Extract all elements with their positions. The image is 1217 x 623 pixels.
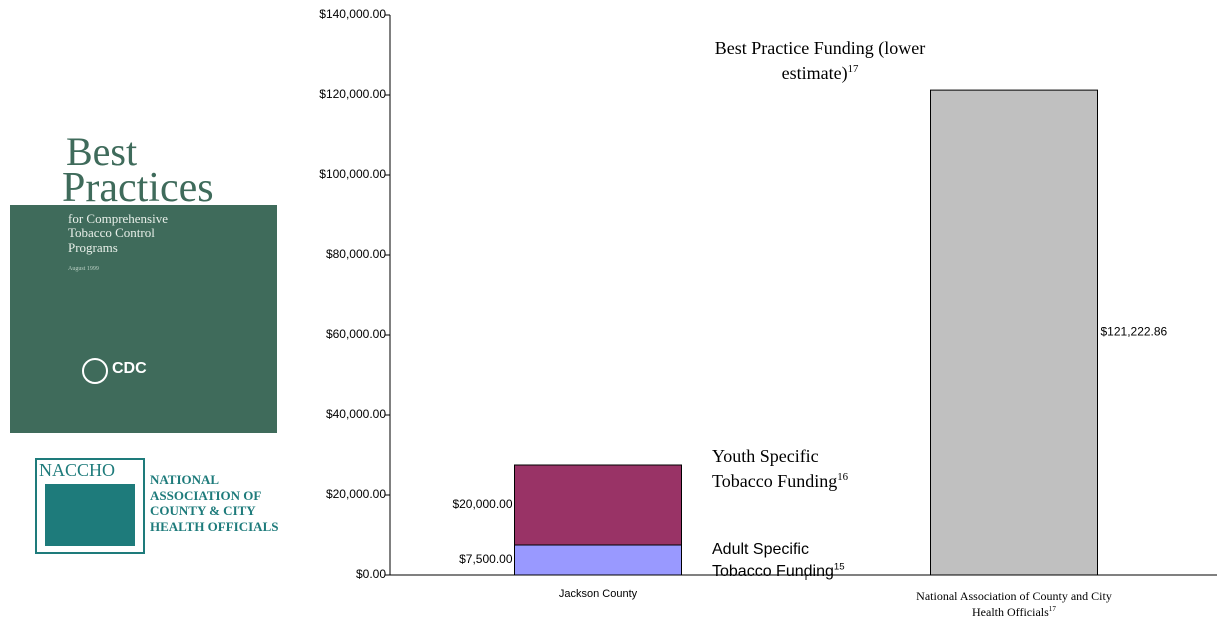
category-name: Jackson County <box>559 588 637 600</box>
series-label: Youth Specific Tobacco Funding16 <box>712 444 877 494</box>
series-label: Best Practice Funding (lower estimate)17 <box>700 36 940 86</box>
value-label: $121,222.86 <box>1101 325 1168 339</box>
chart: $0.00 $20,000.00 $40,000.00 $60,000.00 $80,0… <box>0 0 1217 623</box>
category-name: National Association of County and City … <box>916 589 1112 619</box>
series-name: Best Practice Funding (lower estimate) <box>715 38 925 83</box>
y-tick-label: $120,000.00 <box>319 87 386 101</box>
series-name: Adult Specific Tobacco Funding <box>712 541 834 580</box>
value-label: $7,500.00 <box>459 552 513 566</box>
series-ref: 15 <box>834 561 845 572</box>
y-tick-label: $100,000.00 <box>319 167 386 181</box>
category-ref: 17 <box>1049 605 1056 613</box>
page: Best Practices for Comprehensive Tobacco… <box>0 0 1217 623</box>
x-tick-label: Jackson County <box>498 587 698 602</box>
series-label: Adult Specific Tobacco Funding15 <box>712 539 852 582</box>
value-label: $20,000.00 <box>452 497 512 511</box>
series-name: Youth Specific Tobacco Funding <box>712 446 837 491</box>
x-tick-label: National Association of County and City … <box>914 589 1114 620</box>
y-tick-label: $0.00 <box>356 567 386 581</box>
y-tick-label: $80,000.00 <box>326 247 386 261</box>
y-tick-label: $40,000.00 <box>326 407 386 421</box>
bar-segment <box>931 90 1098 575</box>
series-ref: 16 <box>837 471 848 483</box>
series-ref: 17 <box>848 63 859 75</box>
y-tick-label: $60,000.00 <box>326 327 386 341</box>
y-tick-label: $20,000.00 <box>326 487 386 501</box>
bar-segment <box>515 465 682 545</box>
bar-segment <box>515 545 682 575</box>
y-tick-label: $140,000.00 <box>319 7 386 21</box>
